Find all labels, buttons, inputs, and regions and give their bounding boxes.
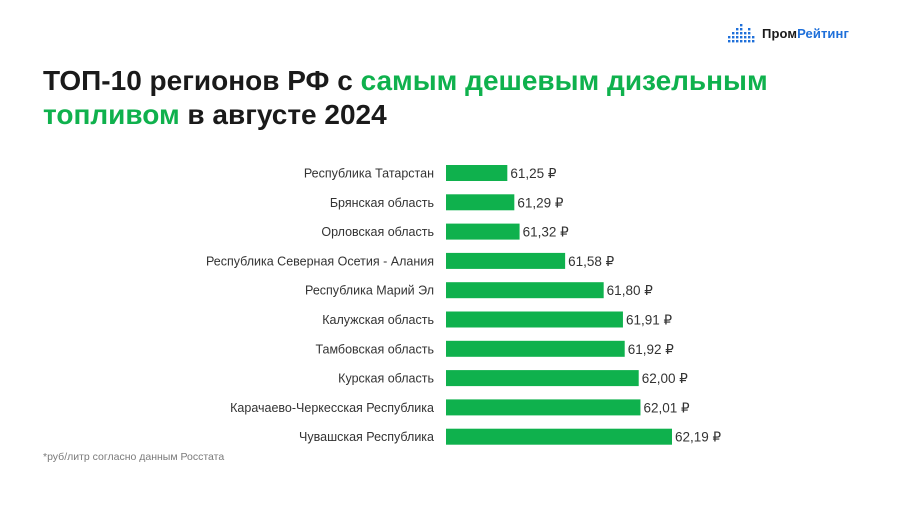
bar <box>446 370 639 387</box>
brand-name: ПромРейтинг <box>762 26 849 41</box>
brand-name-part2: Рейтинг <box>797 25 849 41</box>
category-label: Чувашская Республика <box>299 430 434 444</box>
value-label: 62,19 ₽ <box>675 430 722 445</box>
value-label: 61,92 ₽ <box>628 342 675 357</box>
category-label: Брянская область <box>330 196 434 210</box>
bar <box>446 428 672 445</box>
footnote: *руб/литр согласно данным Росстата <box>43 451 225 463</box>
category-label: Республика Северная Осетия - Алания <box>206 254 434 268</box>
category-label: Курская область <box>338 372 434 386</box>
brand-logo: ПромРейтинг <box>728 22 849 44</box>
category-label: Тамбовская область <box>315 342 434 356</box>
brand-name-part1: Пром <box>762 25 798 41</box>
category-label: Республика Татарстан <box>304 167 434 181</box>
value-label: 61,58 ₽ <box>568 254 615 269</box>
chart-title: ТОП-10 регионов РФ с самым дешевым дизел… <box>43 64 883 132</box>
value-label: 61,25 ₽ <box>510 166 557 181</box>
bar <box>446 223 520 240</box>
title-part2: в августе 2024 <box>179 99 387 130</box>
bar <box>446 311 623 328</box>
bar <box>446 340 625 357</box>
value-label: 61,80 ₽ <box>607 283 654 298</box>
category-label: Карачаево-Черкесская Республика <box>230 401 434 415</box>
category-label: Орловская область <box>321 225 434 239</box>
bar <box>446 282 604 299</box>
category-label: Калужская область <box>322 313 434 327</box>
bar <box>446 399 641 416</box>
bar <box>446 165 508 181</box>
title-highlight1: самым дешевым дизельным <box>360 65 768 96</box>
value-label: 61,32 ₽ <box>523 225 570 240</box>
value-label: 62,01 ₽ <box>643 400 690 415</box>
title-part1: ТОП-10 регионов РФ с <box>43 65 361 96</box>
bar <box>446 252 566 269</box>
bar <box>446 194 515 211</box>
bar-chart-icon <box>728 24 755 43</box>
value-label: 62,00 ₽ <box>642 371 689 386</box>
category-label: Республика Марий Эл <box>305 284 434 298</box>
title-highlight2: топливом <box>43 99 180 130</box>
value-label: 61,29 ₽ <box>517 195 564 210</box>
value-label: 61,91 ₽ <box>626 313 673 328</box>
